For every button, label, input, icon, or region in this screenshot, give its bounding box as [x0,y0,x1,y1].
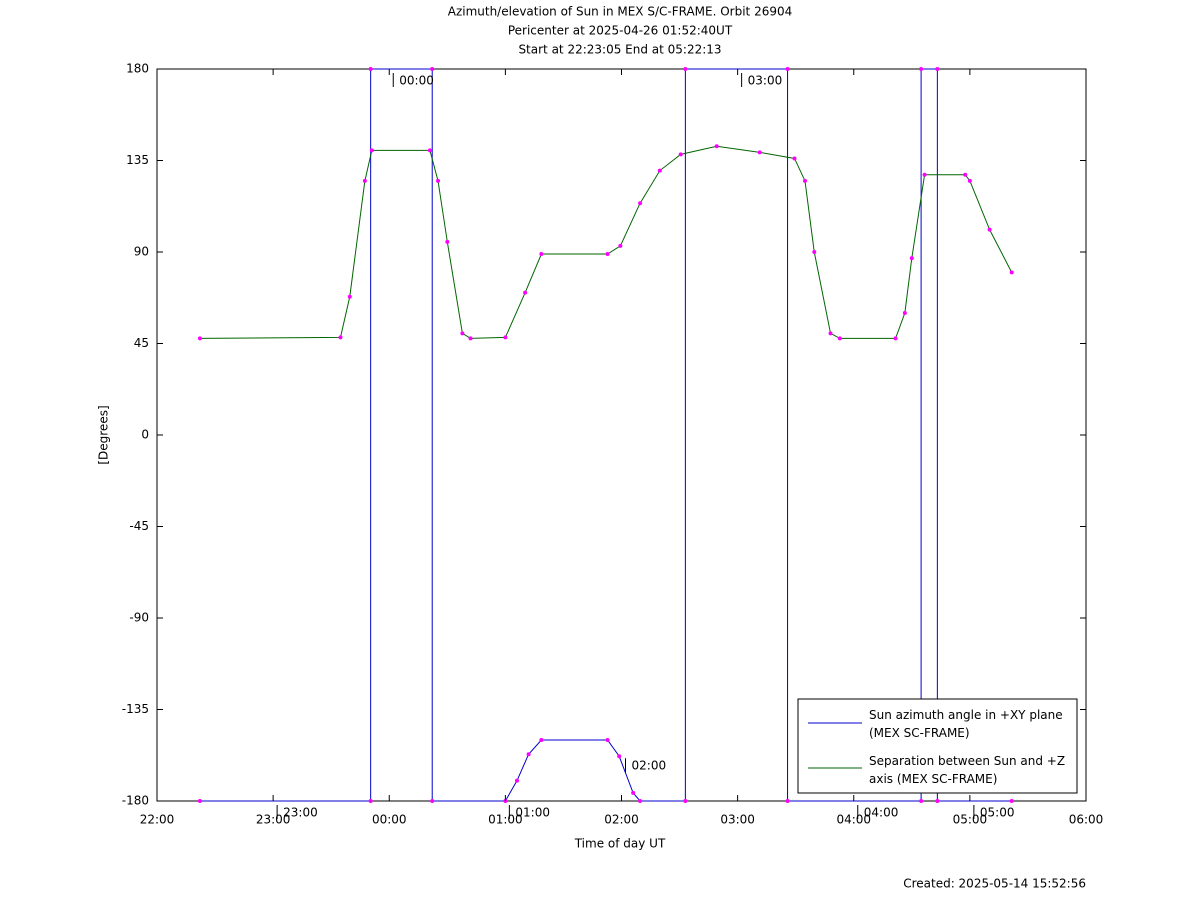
x-tick-label: 02:00 [604,813,639,827]
point-marker [539,738,544,742]
point-marker [539,252,544,257]
y-tick-label: -45 [129,519,149,533]
point-marker [987,227,992,232]
point-marker [967,178,972,183]
point-marker [935,799,940,803]
point-marker [514,778,519,783]
y-tick-label: -180 [122,794,149,808]
point-marker [893,336,898,341]
point-marker [1009,799,1014,803]
point-marker [368,799,373,803]
point-marker [427,148,432,153]
legend-box [797,698,1078,794]
x-tick-label: 00:00 [372,813,407,827]
point-marker [1009,270,1014,275]
x-tick-label: 23:00 [256,813,291,827]
point-marker [922,172,927,177]
series-line [199,145,1013,339]
point-marker [369,148,374,153]
point-marker [468,336,473,341]
point-marker [617,754,622,759]
point-marker [678,152,683,157]
point-marker [792,156,797,161]
point-marker [714,144,719,149]
annotation: 23:00 [283,806,318,820]
point-marker [638,799,643,803]
point-marker [347,294,352,299]
legend-label: Separation between Sun and +Z axis (MEX … [869,754,1066,786]
point-marker [963,172,968,177]
y-tick-label: -90 [129,611,149,625]
point-marker [785,67,790,71]
point-marker [430,799,435,803]
point-marker [785,799,790,803]
y-tick-label: 45 [134,336,149,350]
point-marker [430,67,435,71]
point-marker [631,790,636,795]
annotation: 01:00 [515,806,550,820]
y-tick-label: -135 [122,702,149,716]
point-marker [909,256,914,261]
point-marker [935,67,940,71]
point-marker [683,799,688,803]
point-marker [445,239,450,244]
point-marker [812,250,817,254]
point-marker [526,752,531,757]
point-marker [657,168,662,173]
chart-subtitle: Start at 22:23:05 End at 05:22:13 [518,43,721,57]
point-marker [197,799,202,803]
annotation: 02:00 [632,759,667,773]
point-marker [802,178,807,183]
annotation: 00:00 [399,74,434,88]
chart-subtitle: Pericenter at 2025-04-26 01:52:40UT [508,24,733,38]
point-marker [436,178,441,183]
point-marker [683,67,688,71]
annotation: 04:00 [864,806,899,820]
plot-frame [156,68,1087,802]
point-marker [523,290,528,295]
annotation: 03:00 [748,74,783,88]
x-tick-label: 04:00 [836,813,871,827]
y-tick-label: 180 [126,62,149,76]
y-tick-label: 0 [141,428,149,442]
x-tick-label: 22:00 [140,813,175,827]
point-marker [460,331,465,336]
point-marker [638,201,643,206]
footer: Created: 2025-05-14 15:52:56 [903,877,1086,891]
point-marker [338,335,343,340]
x-tick-label: 01:00 [488,813,523,827]
point-marker [362,178,367,183]
point-marker [902,311,907,315]
series-line [199,68,1012,802]
annotation: 05:00 [980,806,1015,820]
point-marker [605,252,610,257]
point-marker [919,67,924,71]
point-marker [919,799,924,803]
point-marker [605,738,610,742]
point-marker [828,331,833,336]
point-marker [197,336,202,341]
x-axis-label: Time of day UT [574,837,666,851]
point-marker [757,150,762,155]
x-tick-label: 03:00 [720,813,755,827]
legend-label: Sun azimuth angle in +XY plane (MEX SC-F… [869,708,1063,740]
point-marker [503,335,508,340]
y-axis-label: [Degrees] [97,405,111,464]
x-tick-label: 06:00 [1069,813,1104,827]
point-marker [618,243,623,248]
point-marker [837,336,842,341]
x-tick-label: 05:00 [953,813,988,827]
y-tick-label: 135 [126,153,149,167]
point-marker [368,67,373,71]
chart-title: Azimuth/elevation of Sun in MEX S/C-FRAM… [448,5,793,19]
y-tick-label: 90 [134,245,149,259]
